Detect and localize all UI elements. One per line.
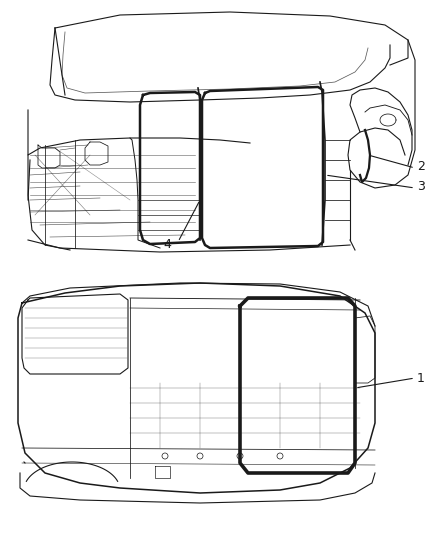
Text: 1: 1 bbox=[417, 372, 425, 384]
Text: 4: 4 bbox=[163, 238, 171, 252]
Text: 2: 2 bbox=[417, 159, 425, 173]
Text: 3: 3 bbox=[417, 180, 425, 192]
